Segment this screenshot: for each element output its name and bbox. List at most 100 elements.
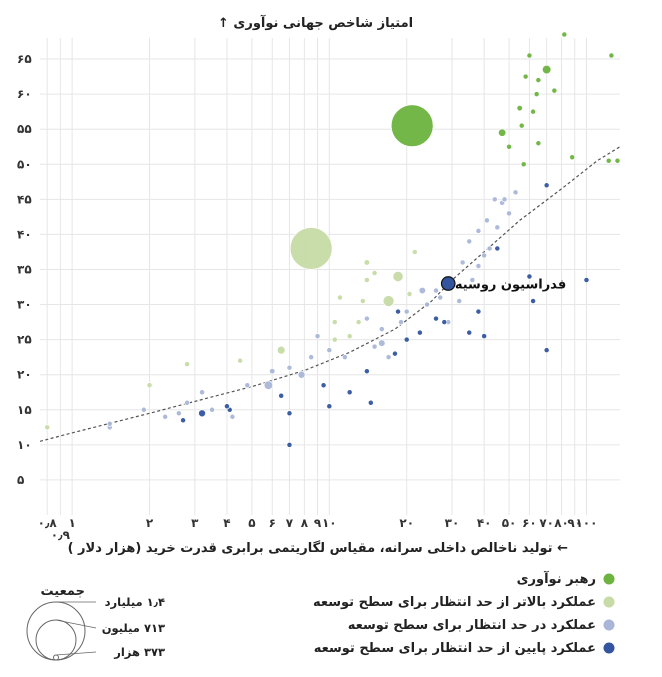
x-tick-label: ۴۰ [477, 516, 492, 530]
bubble-series-0 [506, 143, 513, 150]
bubble-series-2 [308, 354, 315, 361]
bubble-series-3 [433, 315, 439, 322]
bubble-series-2 [466, 238, 473, 245]
x-tick-label: ۶۰ [522, 516, 537, 530]
bubble-series-3 [392, 350, 398, 357]
legend-swatch [603, 573, 615, 585]
size-legend-leader [55, 619, 97, 629]
legend-label: عملکرد بالاتر از حد انتظار برای سطح توسع… [313, 595, 596, 610]
bubble-series-1 [276, 345, 286, 355]
bubble-series-2 [486, 245, 493, 252]
x-tick-label: ۷۰ [539, 516, 554, 530]
y-axis-title: امتیاز شاخص جهانی نوآوری ↑ [218, 14, 413, 31]
bubble-series-0 [608, 52, 615, 59]
bubble-series-2 [459, 259, 466, 266]
bubble-series-3 [416, 329, 423, 336]
x-tick-label: ۸۰ [554, 516, 569, 530]
bubble-series-0 [522, 73, 529, 80]
annotations: فدراسیون روسیه [455, 278, 566, 293]
bubble-series-2 [494, 224, 501, 231]
bubble-series-0 [535, 140, 542, 147]
bubble-series-2 [175, 410, 182, 417]
annotation-label: فدراسیون روسیه [455, 278, 566, 293]
bubble-series-1 [363, 259, 371, 266]
y-tick-label: ۴۰ [17, 227, 32, 241]
x-tick-label: ۶ [269, 516, 276, 530]
bubble-series-3 [441, 319, 448, 326]
bubbles-layer [44, 31, 621, 448]
x-tick-label: ۹۰ [567, 516, 582, 530]
bubble-series-0 [390, 104, 434, 147]
bubble-series-3 [224, 403, 230, 410]
legend-label: عملکرد پایین از حد انتظار برای سطح توسعه [314, 641, 596, 656]
bubble-series-3 [475, 308, 482, 315]
bubble-series-2 [263, 380, 274, 390]
bubble-series-0 [541, 64, 552, 75]
legend-label: رهبر نوآوری [517, 570, 596, 587]
bubble-series-3 [530, 298, 537, 305]
bubble-series-1 [411, 248, 418, 255]
y-tick-label: ۵۵ [17, 122, 32, 136]
bubble-series-2 [456, 298, 463, 305]
bubble-series-0 [530, 108, 537, 115]
bubble-series-1 [184, 361, 191, 368]
size-legend-label: ۳۷۳ هزار [113, 645, 165, 659]
bubble-series-3 [583, 277, 590, 283]
bubble-series-2 [162, 413, 169, 420]
x-tick-label: ۱ [68, 516, 75, 530]
bubble-series-1 [363, 277, 370, 283]
x-tick-label: ۵ [248, 516, 255, 530]
y-tick-label: ۵۰ [17, 157, 32, 171]
bubble-series-3 [481, 333, 488, 340]
x-tick-label: ۸ [301, 516, 309, 530]
bubble-series-3 [466, 329, 473, 336]
bubble-series-2 [341, 354, 348, 361]
bubble-series-2 [184, 399, 191, 406]
bubble-series-1 [406, 291, 413, 297]
x-tick-label: ۱۰ [322, 516, 337, 530]
bubble-series-1 [331, 336, 338, 343]
bubble-series-2 [475, 263, 482, 269]
bubble-series-0 [533, 91, 540, 98]
y-tick-label: ۱۰ [17, 438, 32, 452]
bubble-series-0 [614, 157, 621, 164]
bubble-series-3 [363, 368, 370, 375]
legend-swatch [603, 596, 615, 608]
x-tick-label: ۹ [314, 516, 322, 530]
bubble-series-2 [501, 196, 508, 203]
bubble-series-2 [229, 413, 236, 420]
size-legend-leader [55, 651, 97, 656]
bubble-series-2 [244, 382, 251, 389]
bubble-series-1 [382, 295, 395, 307]
bubble-series-0 [561, 31, 568, 38]
bubble-series-0 [516, 104, 523, 112]
bubble-series-0 [526, 52, 533, 59]
bubble-series-3 [440, 276, 456, 291]
bubble-series-0 [551, 87, 558, 94]
trendline-layer [39, 146, 621, 442]
legend-label: عملکرد در حد انتظار برای سطح توسعه [348, 618, 596, 633]
bubble-series-1 [237, 357, 244, 364]
x-tick-label: ۲ [146, 516, 154, 530]
bubble-series-1 [392, 270, 404, 283]
bubble-series-2 [506, 210, 513, 217]
bubble-series-2 [433, 287, 439, 294]
y-tick-label: ۳۰ [17, 298, 32, 312]
bubble-series-3 [526, 273, 533, 280]
y-tick-label: ۲۰ [17, 368, 32, 382]
bubble-series-2 [371, 343, 378, 350]
bubble-series-2 [512, 189, 519, 196]
trendline [39, 146, 621, 442]
bubble-series-2 [106, 420, 113, 427]
bubble-series-0 [569, 154, 576, 161]
y-axis-ticks: ۵ ۱۰ ۱۵ ۲۰ ۲۵ ۳۰ ۳۵ ۴۰ ۴۵ ۵۰ ۵۵ ۶۰ ۶۵ [17, 52, 32, 487]
bubble-series-1 [331, 319, 338, 326]
bubble-series-2 [326, 347, 333, 354]
size-legend-title: جمعیت [41, 584, 86, 599]
bubble-series-3 [286, 410, 293, 417]
bubble-series-0 [520, 161, 527, 168]
y-tick-label: ۳۵ [17, 262, 32, 276]
bubble-series-3 [543, 182, 550, 189]
